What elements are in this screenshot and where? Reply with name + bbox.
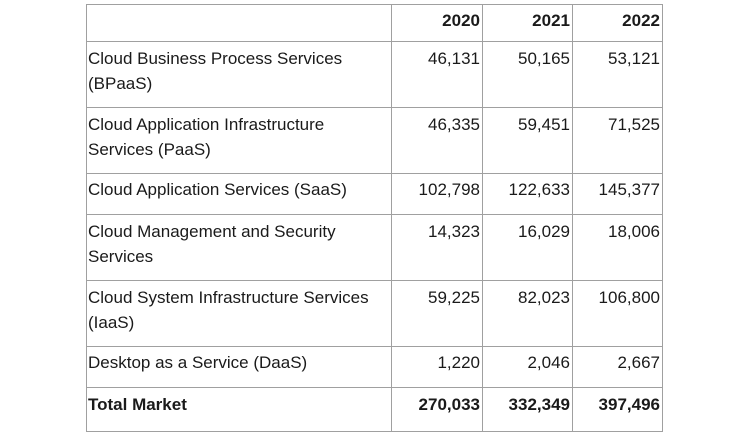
value-2020: 46,335 [391, 107, 483, 174]
value-2022: 53,121 [572, 41, 663, 108]
value-2022: 145,377 [572, 173, 663, 215]
value-2020: 14,323 [391, 214, 483, 281]
table-row: Cloud Application Services (SaaS) 102,79… [86, 173, 663, 215]
value-2022: 106,800 [572, 280, 663, 347]
value-2020: 102,798 [391, 173, 483, 215]
value-2021: 82,023 [482, 280, 573, 347]
value-2021: 122,633 [482, 173, 573, 215]
value-2022: 18,006 [572, 214, 663, 281]
value-2020: 59,225 [391, 280, 483, 347]
table-row: Cloud Application Infrastructure Service… [86, 107, 663, 174]
header-row: 2020 2021 2022 [86, 4, 663, 42]
table-row: Desktop as a Service (DaaS) 1,220 2,046 … [86, 346, 663, 388]
cloud-market-table: 2020 2021 2022 Cloud Business Process Se… [86, 4, 663, 432]
total-label: Total Market [86, 387, 392, 432]
value-2020: 46,131 [391, 41, 483, 108]
row-label: Desktop as a Service (DaaS) [86, 346, 392, 388]
total-row: Total Market 270,033 332,349 397,496 [86, 387, 663, 432]
value-2022: 2,667 [572, 346, 663, 388]
header-2021: 2021 [482, 4, 573, 42]
row-label: Cloud System Infrastructure Services (Ia… [86, 280, 392, 347]
header-blank [86, 4, 392, 42]
table-row: Cloud Management and Security Services 1… [86, 214, 663, 281]
value-2020: 1,220 [391, 346, 483, 388]
total-2020: 270,033 [391, 387, 483, 432]
row-label: Cloud Application Infrastructure Service… [86, 107, 392, 174]
value-2021: 2,046 [482, 346, 573, 388]
row-label: Cloud Application Services (SaaS) [86, 173, 392, 215]
value-2021: 16,029 [482, 214, 573, 281]
row-label: Cloud Management and Security Services [86, 214, 392, 281]
header-2022: 2022 [572, 4, 663, 42]
value-2021: 59,451 [482, 107, 573, 174]
row-label: Cloud Business Process Services (BPaaS) [86, 41, 392, 108]
value-2022: 71,525 [572, 107, 663, 174]
table-row: Cloud Business Process Services (BPaaS) … [86, 41, 663, 108]
header-2020: 2020 [391, 4, 483, 42]
total-2022: 397,496 [572, 387, 663, 432]
total-2021: 332,349 [482, 387, 573, 432]
table-row: Cloud System Infrastructure Services (Ia… [86, 280, 663, 347]
value-2021: 50,165 [482, 41, 573, 108]
